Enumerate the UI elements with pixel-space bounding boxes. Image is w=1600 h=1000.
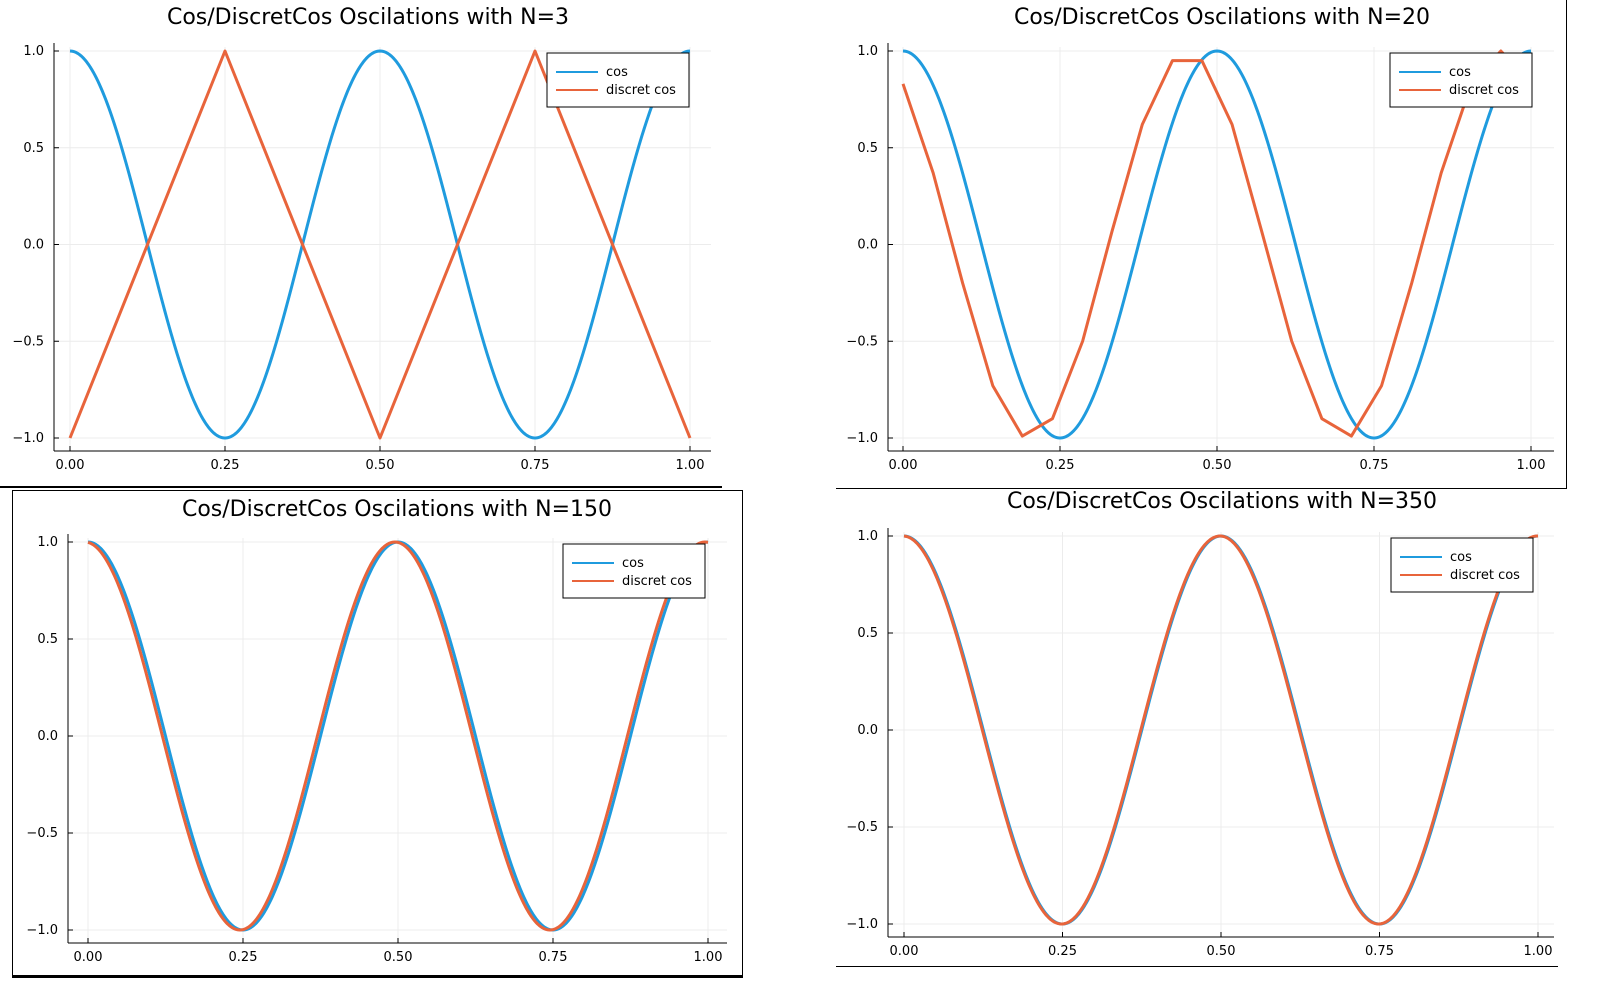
panel-frame-bottom [12, 975, 743, 978]
y-tick-label: 1.0 [37, 535, 58, 550]
x-tick-label: 0.00 [889, 458, 918, 473]
y-tick-label: −1.0 [846, 431, 878, 446]
y-tick-label: 1.0 [857, 44, 878, 59]
panel-frame-right [1566, 0, 1567, 489]
series-line-discret-cos [903, 534, 1539, 926]
y-tick-label: −1.0 [26, 923, 58, 938]
y-tick-label: 0.0 [23, 238, 44, 253]
chart-title: Cos/DiscretCos Oscilations with N=350 [1007, 489, 1437, 514]
y-tick-label: −1.0 [12, 431, 44, 446]
legend-label-cos: cos [622, 556, 644, 571]
chart-title: Cos/DiscretCos Oscilations with N=150 [182, 497, 612, 522]
plot-area: 0.00 0.25 0.50 0.75 1.00 −1.0 −0.5 0.0 0.5 1.0 [12, 43, 711, 473]
y-tick-label: 0.5 [23, 141, 44, 156]
x-tick-label: 0.75 [1365, 944, 1394, 959]
x-tick-label: 0.25 [1048, 944, 1077, 959]
x-tick-label: 0.25 [1046, 458, 1075, 473]
x-tick-label: 0.50 [366, 458, 395, 473]
panel-frame-bottom [0, 486, 722, 488]
panel-frame-bottom [836, 966, 1558, 967]
chart-svg: Cos/DiscretCos Oscilations with N=3 0.00… [12, 5, 711, 473]
y-tick-label: 0.0 [37, 729, 58, 744]
legend-box [1389, 52, 1533, 108]
x-tick-label: 0.25 [211, 458, 240, 473]
legend-label-cos: cos [1450, 550, 1472, 565]
y-tick-label: 0.0 [857, 238, 878, 253]
x-tick-label: 0.00 [74, 950, 103, 965]
legend-box [546, 52, 690, 108]
panel-frame-top [12, 490, 743, 491]
legend-label-discret-cos: discret cos [622, 574, 692, 589]
series-line-discret-cos [68, 49, 692, 440]
chart-svg: Cos/DiscretCos Oscilations with N=20 0.0… [846, 5, 1554, 473]
legend-label-discret-cos: discret cos [1449, 83, 1519, 98]
x-tick-label: 1.00 [1524, 944, 1553, 959]
x-tick-label: 0.50 [1203, 458, 1232, 473]
plot-area: 0.00 0.25 0.50 0.75 1.00 −1.0 −0.5 0.0 0.5 1.0 [26, 534, 727, 965]
y-tick-label: −1.0 [846, 917, 878, 932]
chart-svg: Cos/DiscretCos Oscilations with N=350 0.… [846, 489, 1554, 959]
x-tick-label: 0.50 [384, 950, 413, 965]
x-tick-label: 0.00 [56, 458, 85, 473]
chart-panel-n3: Cos/DiscretCos Oscilations with N=3 0.00… [0, 0, 722, 490]
y-tick-label: 0.5 [857, 141, 878, 156]
x-tick-label: 0.75 [1360, 458, 1389, 473]
y-tick-label: −0.5 [846, 820, 878, 835]
y-tick-label: −0.5 [26, 826, 58, 841]
legend-label-cos: cos [606, 65, 628, 80]
y-tick-label: 1.0 [857, 529, 878, 544]
x-tick-label: 1.00 [1517, 458, 1546, 473]
chart-panel-n150: Cos/DiscretCos Oscilations with N=150 0.… [12, 490, 745, 980]
x-tick-label: 0.75 [521, 458, 550, 473]
x-tick-label: 0.50 [1207, 944, 1236, 959]
y-tick-label: 0.5 [857, 626, 878, 641]
x-tick-label: 0.25 [229, 950, 258, 965]
series-line-discret-cos [87, 540, 709, 932]
legend-box [562, 543, 706, 599]
x-tick-label: 1.00 [676, 458, 705, 473]
plot-area: 0.00 0.25 0.50 0.75 1.00 −1.0 −0.5 0.0 0.5 1.0 [846, 528, 1554, 959]
y-tick-label: 1.0 [23, 44, 44, 59]
y-tick-label: −0.5 [846, 334, 878, 349]
panel-frame-right [742, 490, 743, 978]
chart-panel-n350: Cos/DiscretCos Oscilations with N=350 0.… [836, 484, 1576, 984]
legend-label-discret-cos: discret cos [1450, 568, 1520, 583]
series-line-cos [69, 49, 691, 440]
y-tick-label: −0.5 [12, 334, 44, 349]
x-tick-label: 1.00 [694, 950, 723, 965]
y-tick-label: 0.5 [37, 632, 58, 647]
legend-box [1390, 537, 1534, 593]
x-tick-label: 0.00 [890, 944, 919, 959]
x-tick-label: 0.75 [539, 950, 568, 965]
y-tick-label: 0.0 [857, 723, 878, 738]
panel-frame-bottom [836, 488, 1567, 489]
chart-title: Cos/DiscretCos Oscilations with N=3 [167, 5, 569, 30]
legend-label-discret-cos: discret cos [606, 83, 676, 98]
chart-svg: Cos/DiscretCos Oscilations with N=150 0.… [26, 497, 727, 965]
series-line-cos [902, 49, 1532, 440]
series-line-discret-cos [901, 49, 1533, 438]
plot-area: 0.00 0.25 0.50 0.75 1.00 −1.0 −0.5 0.0 0.5 1.0 [846, 43, 1554, 473]
legend-label-cos: cos [1449, 65, 1471, 80]
panel-frame-left [12, 490, 13, 978]
chart-panel-n20: Cos/DiscretCos Oscilations with N=20 0.0… [836, 0, 1576, 490]
chart-title: Cos/DiscretCos Oscilations with N=20 [1014, 5, 1430, 30]
